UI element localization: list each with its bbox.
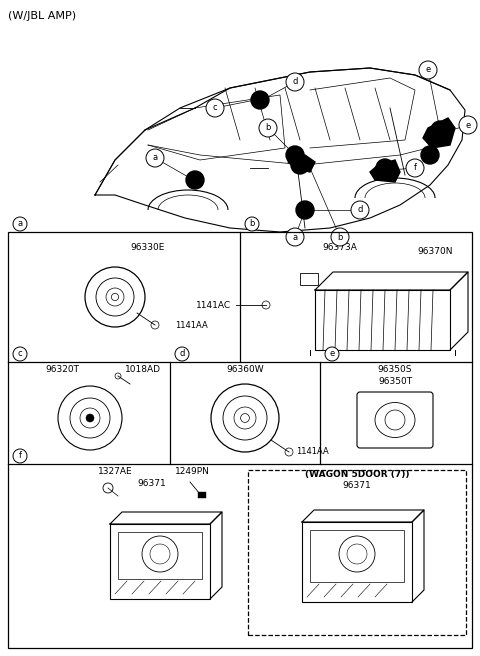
Circle shape: [351, 201, 369, 219]
Circle shape: [296, 201, 314, 219]
Circle shape: [331, 228, 349, 246]
Circle shape: [406, 159, 424, 177]
Text: c: c: [18, 350, 22, 358]
Circle shape: [376, 159, 394, 177]
Bar: [8, 232, 472, 648]
Text: d: d: [357, 205, 363, 215]
Circle shape: [13, 449, 27, 463]
Polygon shape: [423, 118, 455, 148]
Text: 1018AD: 1018AD: [125, 365, 161, 375]
Text: e: e: [329, 350, 335, 358]
Text: 96371: 96371: [138, 478, 167, 487]
Text: f: f: [19, 451, 22, 461]
Circle shape: [13, 217, 27, 231]
Text: 1249PN: 1249PN: [175, 468, 209, 476]
Circle shape: [13, 347, 27, 361]
Bar: [302, 522, 412, 602]
Text: b: b: [265, 123, 271, 133]
Text: f: f: [413, 163, 417, 173]
Circle shape: [431, 121, 449, 139]
Circle shape: [259, 119, 277, 137]
Text: a: a: [153, 154, 157, 163]
Text: d: d: [292, 77, 298, 87]
Circle shape: [419, 61, 437, 79]
Bar: [198, 492, 206, 498]
Polygon shape: [370, 160, 400, 182]
Text: 96330E: 96330E: [131, 243, 165, 253]
Circle shape: [86, 414, 94, 422]
Text: 1141AC: 1141AC: [196, 300, 231, 310]
Circle shape: [291, 156, 309, 174]
Circle shape: [286, 228, 304, 246]
Text: 1141AA: 1141AA: [175, 321, 208, 329]
Text: c: c: [213, 104, 217, 112]
Text: 96371: 96371: [343, 482, 372, 491]
Circle shape: [175, 347, 189, 361]
Text: a: a: [17, 220, 23, 228]
Circle shape: [206, 99, 224, 117]
Text: 1141AA: 1141AA: [296, 447, 329, 457]
Text: b: b: [337, 232, 343, 241]
Bar: [300, 273, 318, 285]
Text: 1327AE: 1327AE: [98, 468, 132, 476]
Text: (WAGON 5DOOR (7)): (WAGON 5DOOR (7)): [305, 470, 409, 478]
Text: (W/JBL AMP): (W/JBL AMP): [8, 11, 76, 21]
Text: e: e: [466, 121, 470, 129]
Circle shape: [325, 347, 339, 361]
Bar: [310, 530, 404, 582]
Text: 96320T: 96320T: [45, 365, 79, 375]
Text: 96370N: 96370N: [417, 247, 453, 256]
Circle shape: [251, 91, 269, 109]
Text: a: a: [292, 232, 298, 241]
Bar: [110, 524, 210, 599]
Circle shape: [186, 171, 204, 189]
Text: 96350T: 96350T: [378, 377, 412, 386]
Text: 96350S: 96350S: [378, 365, 412, 375]
Polygon shape: [288, 155, 315, 172]
Circle shape: [245, 217, 259, 231]
Text: 96360W: 96360W: [226, 365, 264, 375]
Text: b: b: [249, 220, 255, 228]
Circle shape: [421, 146, 439, 164]
Circle shape: [146, 149, 164, 167]
Text: 96373A: 96373A: [323, 243, 358, 253]
Circle shape: [286, 146, 304, 164]
Bar: [248, 470, 466, 635]
Text: e: e: [425, 66, 431, 75]
Bar: [315, 290, 450, 350]
Circle shape: [286, 73, 304, 91]
Text: d: d: [180, 350, 185, 358]
Circle shape: [459, 116, 477, 134]
Bar: [118, 532, 202, 579]
